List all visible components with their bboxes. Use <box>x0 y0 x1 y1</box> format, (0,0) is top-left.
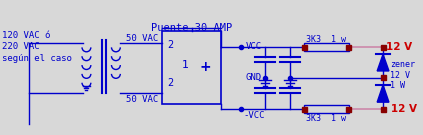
Bar <box>302 45 307 50</box>
Text: 50 VAC: 50 VAC <box>126 94 158 104</box>
Text: - 12 V: - 12 V <box>383 104 417 114</box>
Bar <box>162 31 221 104</box>
Bar <box>381 45 385 50</box>
Bar <box>305 43 349 51</box>
Text: Puente 30 AMP: Puente 30 AMP <box>151 23 232 33</box>
Polygon shape <box>377 85 389 102</box>
Bar <box>302 107 307 112</box>
Text: +: + <box>199 60 211 74</box>
Text: 2: 2 <box>167 78 173 88</box>
Bar <box>305 105 349 113</box>
Polygon shape <box>377 54 389 71</box>
Text: según el caso: según el caso <box>2 54 72 63</box>
Text: 1: 1 <box>182 60 189 70</box>
Text: -VCC: -VCC <box>244 111 265 120</box>
Text: GND: GND <box>245 73 262 82</box>
Bar <box>381 107 385 112</box>
Text: VCC: VCC <box>245 42 262 51</box>
Text: 3K3  1 w: 3K3 1 w <box>306 35 346 44</box>
Bar <box>346 107 351 112</box>
Text: zener
12 V
1 W: zener 12 V 1 W <box>390 60 415 90</box>
Text: 220 VAC: 220 VAC <box>2 42 40 51</box>
Text: 12 V: 12 V <box>386 42 412 53</box>
Bar <box>381 75 385 80</box>
Text: 3K3  1 w: 3K3 1 w <box>306 114 346 123</box>
Bar <box>346 45 351 50</box>
Text: 120 VAC ó: 120 VAC ó <box>2 31 50 40</box>
Text: 2: 2 <box>167 40 173 50</box>
Text: 50 VAC: 50 VAC <box>126 34 158 43</box>
